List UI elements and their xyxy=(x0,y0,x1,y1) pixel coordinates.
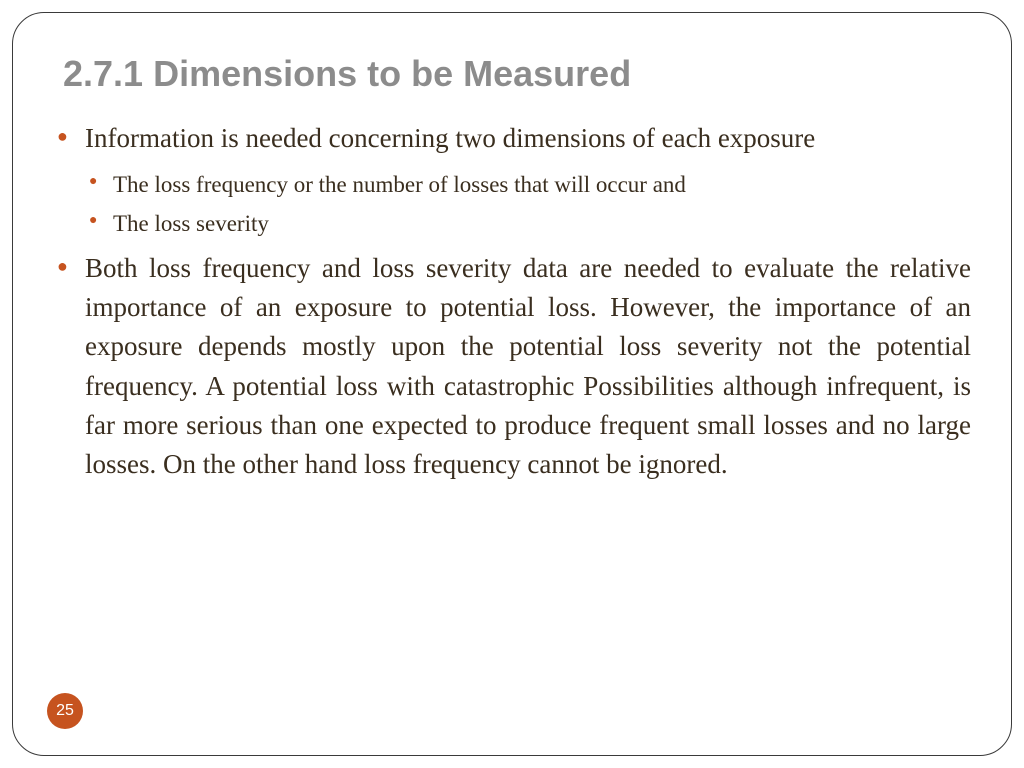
page-number-text: 25 xyxy=(56,702,74,720)
sub-bullet-text: The loss severity xyxy=(113,211,269,236)
sub-bullet-text: The loss frequency or the number of loss… xyxy=(113,172,686,197)
bullet-list-level2: The loss frequency or the number of loss… xyxy=(85,168,971,241)
slide-content: Information is needed concerning two dim… xyxy=(53,119,971,484)
slide-frame: 2.7.1 Dimensions to be Measured Informat… xyxy=(12,12,1012,756)
bullet-list-level1: Information is needed concerning two dim… xyxy=(53,119,971,484)
bullet-text: Information is needed concerning two dim… xyxy=(85,123,815,153)
slide-title: 2.7.1 Dimensions to be Measured xyxy=(63,53,971,95)
bullet-item: Both loss frequency and loss severity da… xyxy=(53,249,971,484)
page-number-badge: 25 xyxy=(47,693,83,729)
bullet-item: Information is needed concerning two dim… xyxy=(53,119,971,241)
sub-bullet-item: The loss severity xyxy=(85,207,971,242)
sub-bullet-item: The loss frequency or the number of loss… xyxy=(85,168,971,203)
bullet-text: Both loss frequency and loss severity da… xyxy=(85,253,971,479)
